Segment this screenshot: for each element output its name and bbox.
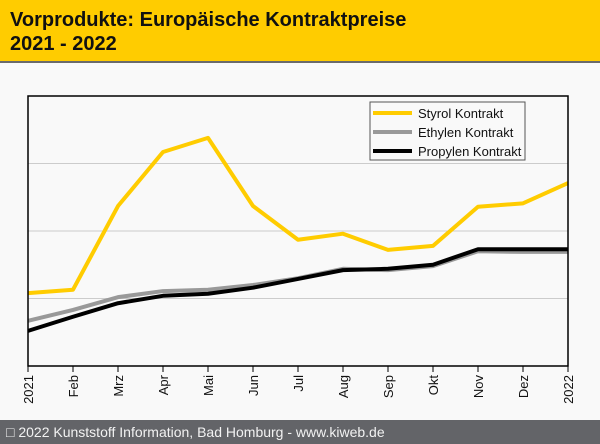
legend-label-propylen-kontrakt: Propylen Kontrakt xyxy=(418,144,522,159)
line-chart: 2021 Feb Mrz Apr Mai Jun Jul Aug Sep Okt Nov Dez 202… xyxy=(21,95,576,404)
chart-title: Vorprodukte: Europäische Kontraktpreise … xyxy=(10,8,406,56)
x-axis: 2021 Feb Mrz Apr Mai Jun Jul Aug Sep Okt Nov Dez 202… xyxy=(21,366,576,404)
series-line-propylen-kontrakt xyxy=(27,247,568,333)
x-tick-label: Jul xyxy=(291,375,306,392)
chart-title-line-2: 2021 - 2022 xyxy=(10,33,117,55)
series-lines xyxy=(27,135,569,333)
x-tick-label: 2022 xyxy=(561,375,576,404)
x-tick-label: Nov xyxy=(471,375,486,399)
chart-header: Vorprodukte: Europäische Kontraktpreise … xyxy=(0,0,600,63)
copyright-text: □ 2022 Kunststoff Information, Bad Hombu… xyxy=(6,424,385,440)
x-tick-label: Apr xyxy=(156,374,171,395)
x-tick-label: Mrz xyxy=(111,375,126,397)
series-line-ethylen-kontrakt xyxy=(27,249,568,323)
series-line-styrol-kontrakt xyxy=(27,135,569,296)
legend-label-ethylen-kontrakt: Ethylen Kontrakt xyxy=(418,125,514,140)
legend: Styrol Kontrakt Ethylen Kontrakt Propylen … xyxy=(369,101,526,161)
x-tick-label: Mai xyxy=(201,375,216,396)
x-tick-label: Sep xyxy=(381,375,396,398)
x-tick-label: Aug xyxy=(336,375,351,398)
chart-title-line-1: Vorprodukte: Europäische Kontraktpreise xyxy=(10,9,407,31)
x-tick-label: Jun xyxy=(246,375,261,396)
x-tick-label: Dez xyxy=(516,375,531,398)
legend-label-styrol-kontrakt: Styrol Kontrakt xyxy=(418,106,504,121)
x-tick-label: Okt xyxy=(426,375,441,396)
footer-bar: □ 2022 Kunststoff Information, Bad Hombu… xyxy=(0,420,600,444)
x-tick-label: Feb xyxy=(66,375,81,397)
x-tick-label: 2021 xyxy=(21,375,36,404)
